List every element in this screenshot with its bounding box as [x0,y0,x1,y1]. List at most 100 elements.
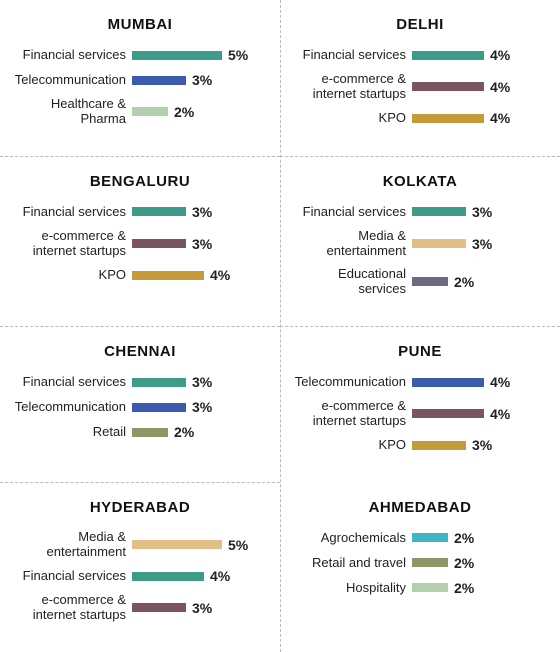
bar-value: 4% [490,47,510,63]
bar-label: Retail [14,425,126,440]
bar-label: Financial services [294,48,406,63]
bar-row: Financial services 4% [14,568,266,584]
bar-row: e-commerce & internet startups 4% [294,72,546,101]
bar-wrap: 3% [132,374,266,390]
bar-value: 4% [490,406,510,422]
bar-label: Telecommunication [14,73,126,88]
bar-wrap: 4% [132,568,266,584]
bar-label: KPO [294,438,406,453]
bar-value: 2% [174,104,194,120]
bar-wrap: 4% [412,406,546,422]
bar-row: Financial services 3% [14,374,266,390]
bar-value: 4% [490,374,510,390]
bar-value: 3% [192,72,212,88]
bar-row: Telecommunication 3% [14,72,266,88]
bar-label: Agrochemicals [294,531,406,546]
bar-wrap: 2% [132,424,266,440]
bar-label: e-commerce & internet startups [14,229,126,258]
bar-wrap: 2% [412,530,546,546]
bar-label: Financial services [14,48,126,63]
bar-value: 2% [454,580,474,596]
bar-value: 3% [192,600,212,616]
bar-value: 3% [472,204,492,220]
chart-grid: MUMBAI Financial services 5% Telecommunicat… [0,0,560,652]
panel: CHENNAIFinancial services3%Telecommunica… [0,327,280,483]
bar [412,533,448,542]
bar-wrap: 4% [412,79,546,95]
bar-row: Retail 2% [14,424,266,440]
bar-label: e-commerce & internet startups [294,72,406,101]
bar-wrap: 2% [412,274,546,290]
bar-wrap: 5% [132,537,266,553]
bar [132,428,168,437]
bar [412,207,466,216]
bar-value: 3% [192,374,212,390]
bar-wrap: 2% [412,580,546,596]
bar-label: Telecommunication [294,375,406,390]
bar-wrap: 4% [132,267,266,283]
bar [412,558,448,567]
bar-label: KPO [14,268,126,283]
bar [132,572,204,581]
bar [132,207,186,216]
bar-label: Hospitality [294,581,406,596]
bar-row: Financial services 4% [294,47,546,63]
bar [412,441,466,450]
bar-label: Financial services [294,205,406,220]
panel: BENGALURUFinancial services3%e-commerce … [0,157,280,327]
bar-wrap: 5% [132,47,266,63]
bar [412,51,484,60]
bar-wrap: 3% [132,72,266,88]
panel: AHMEDABADAgrochemicals2%Retail and trave… [280,483,560,652]
bar [412,239,466,248]
bar [412,114,484,123]
bar-label: Financial services [14,375,126,390]
bar-row: Media & entertainment 3% [294,229,546,258]
bar-row: KPO 4% [294,110,546,126]
bar-row: Telecommunication 4% [294,374,546,390]
bar-label: Healthcare & Pharma [14,97,126,126]
bar-label: Media & entertainment [14,530,126,559]
bar-wrap: 3% [412,437,546,453]
bar-row: e-commerce & internet startups3% [14,593,266,622]
bar [412,409,484,418]
bar [132,403,186,412]
bar-wrap: 3% [412,204,546,220]
bar-label: Educational services [294,267,406,296]
bar-wrap: 3% [132,399,266,415]
bar-row: Telecommunication 3% [14,399,266,415]
bar-row: Media & entertainment 5% [14,530,266,559]
bar-wrap: 4% [412,47,546,63]
panel: MUMBAI Financial services 5% Telecommunicat… [0,0,280,157]
panel-title: KOLKATA [294,173,546,190]
bar-row: Financial services 3% [294,204,546,220]
bar-value: 4% [210,568,230,584]
panel-title: HYDERABAD [14,499,266,516]
bar-value: 2% [454,274,474,290]
bar-value: 3% [192,399,212,415]
panel-title: DELHI [294,16,546,33]
bar-wrap: 3% [132,600,266,616]
bar-value: 3% [472,236,492,252]
bar [132,51,222,60]
bar-row: e-commerce & internet startups4% [294,399,546,428]
bar-label: Telecommunication [14,400,126,415]
bar-label: Financial services [14,569,126,584]
bar [132,239,186,248]
bar-value: 2% [174,424,194,440]
bar-wrap: 2% [132,104,266,120]
panel-title: MUMBAI [14,16,266,33]
bar-value: 2% [454,530,474,546]
bar-value: 4% [490,79,510,95]
bar [412,583,448,592]
bar-value: 3% [472,437,492,453]
bar-label: Media & entertainment [294,229,406,258]
bar [132,76,186,85]
bar-value: 4% [490,110,510,126]
bar-value: 3% [192,236,212,252]
bar-label: KPO [294,111,406,126]
bar [132,271,204,280]
panel: KOLKATAFinancial services3%Media & enter… [280,157,560,327]
bar-label: Retail and travel [294,556,406,571]
bar-row: Retail and travel2% [294,555,546,571]
